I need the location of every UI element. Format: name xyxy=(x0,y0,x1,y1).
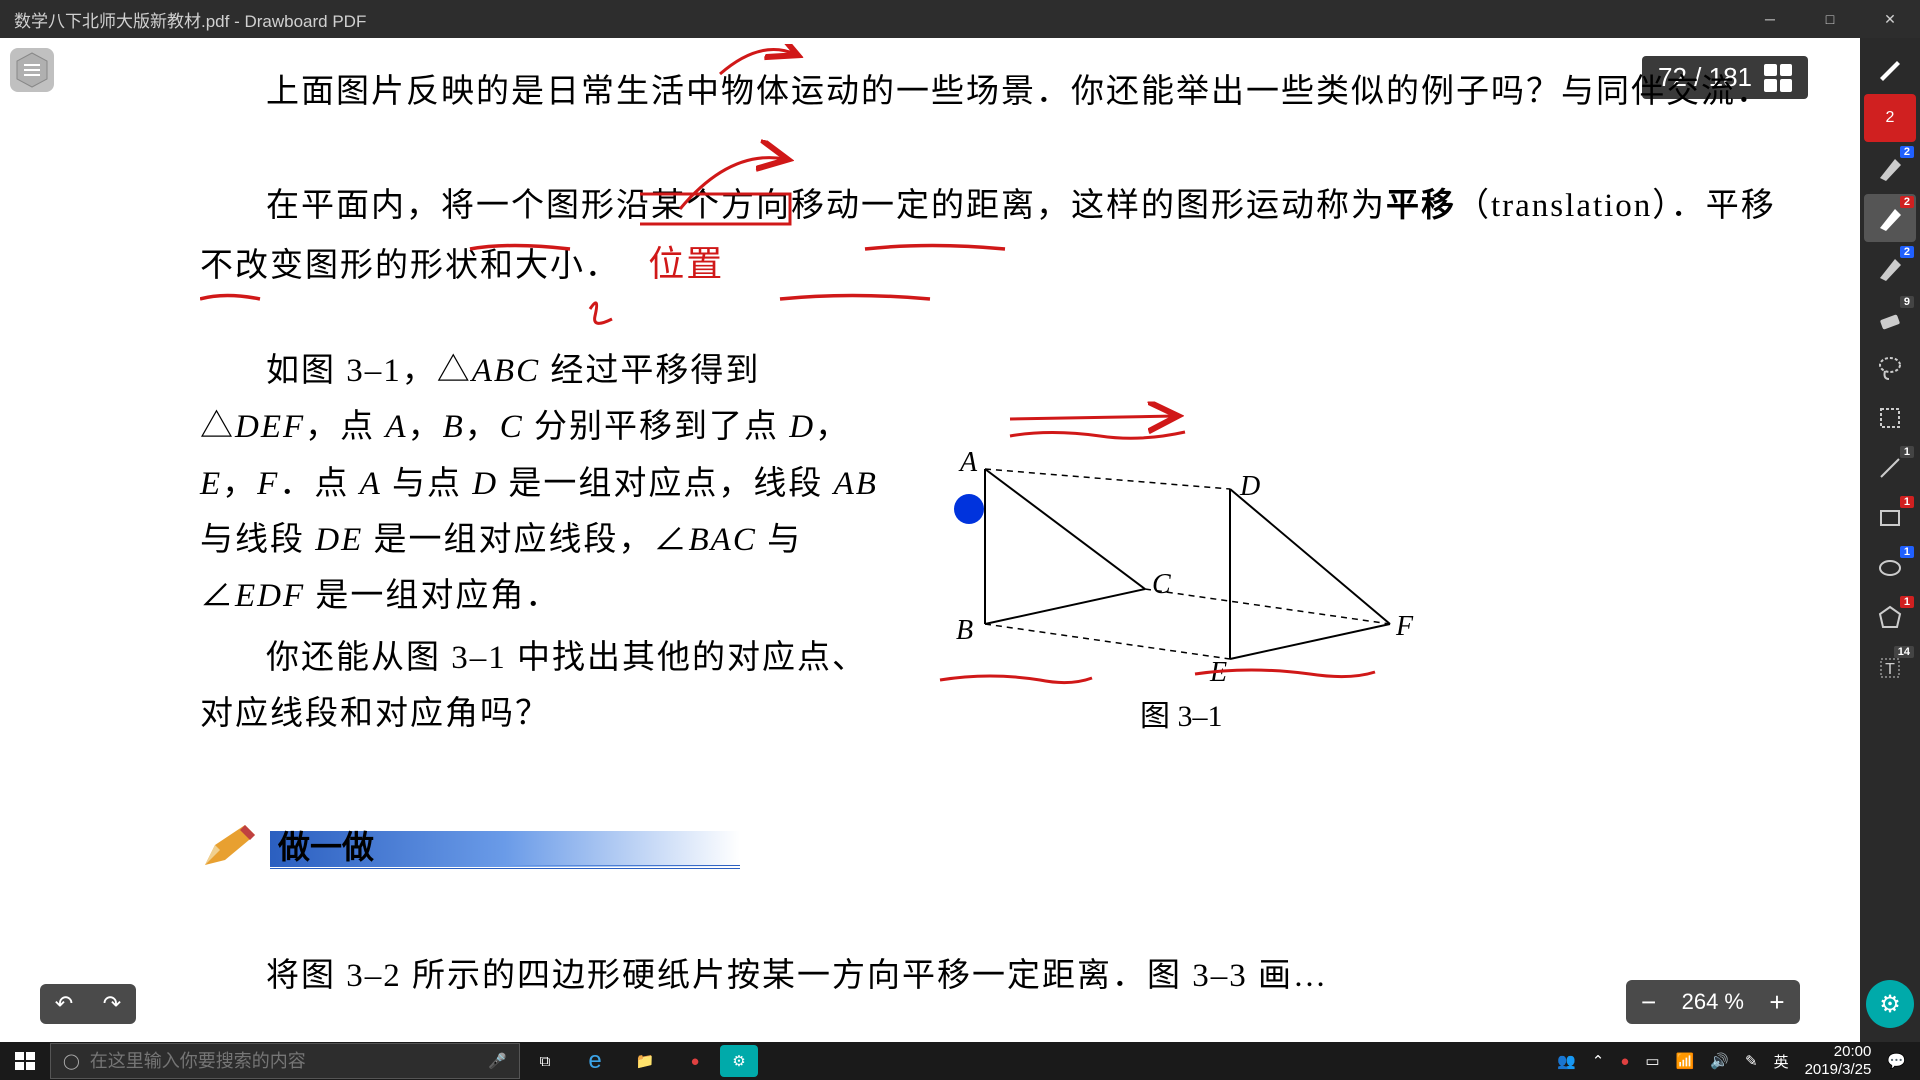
settings-button[interactable]: ⚙ xyxy=(1866,980,1914,1028)
explorer-icon[interactable]: 📁 xyxy=(620,1042,670,1080)
system-tray: 👥 ⌃ ● ▭ 📶 🔊 ✎ 英 20:00 2019/3/25 💬 xyxy=(1557,1043,1920,1079)
ime-indicator[interactable]: 英 xyxy=(1774,1051,1789,1072)
zoom-in-button[interactable]: + xyxy=(1754,980,1800,1024)
app-icon[interactable]: ⚙ xyxy=(720,1045,758,1077)
paragraph-5: 将图 3–2 所示的四边形硬纸片按某一方向平移一定距离．图 3–3 画… xyxy=(200,948,1786,1004)
pen-tray-icon[interactable]: ✎ xyxy=(1745,1052,1758,1070)
maximize-button[interactable]: □ xyxy=(1800,0,1860,38)
task-view-button[interactable]: ⧉ xyxy=(520,1042,570,1080)
section-header: 做一做 xyxy=(200,820,1786,870)
figure-3-1: A B C D E F 图 3–1 xyxy=(950,399,1450,729)
pen-tool-1[interactable] xyxy=(1864,44,1916,92)
paragraph-1: 上面图片反映的是日常生活中物体运动的一些场景．你还能举出一些类似的例子吗？与同伴… xyxy=(200,64,1786,120)
handwritten-note: 位置 xyxy=(648,244,724,284)
menu-button[interactable] xyxy=(10,48,54,92)
pointer-dot xyxy=(954,494,984,524)
record-icon[interactable]: ● xyxy=(670,1042,720,1080)
paragraph-2: 在平面内，将一个图形沿某个方向移动一定的距离，这样的图形运动称为平移（trans… xyxy=(200,178,1786,295)
edge-icon[interactable]: e xyxy=(570,1042,620,1080)
tray-chevron-icon[interactable]: ⌃ xyxy=(1592,1052,1605,1070)
search-box[interactable]: ◯ 🎤 xyxy=(50,1043,520,1079)
rect-tool[interactable]: 1 xyxy=(1864,494,1916,542)
select-tool[interactable] xyxy=(1864,394,1916,442)
polygon-tool[interactable]: 1 xyxy=(1864,594,1916,642)
brush-tool-3[interactable]: 2 xyxy=(1864,244,1916,292)
lasso-tool[interactable] xyxy=(1864,344,1916,392)
tool-sidebar: 2 2 2 2 9 1 1 1 1 T14 ⚙ xyxy=(1860,38,1920,1042)
undo-redo: ↶ ↷ xyxy=(40,984,136,1024)
search-input[interactable] xyxy=(90,1051,479,1072)
title-bar: 数学八下北师大版新教材.pdf - Drawboard PDF ─ □ ✕ xyxy=(0,0,1920,38)
document-area: 72 / 181 上面图片反映的是日常生活中物体运动的一些场景．你还能举出一些类… xyxy=(0,38,1860,1042)
people-icon[interactable]: 👥 xyxy=(1557,1052,1576,1070)
page-content: 上面图片反映的是日常生活中物体运动的一些场景．你还能举出一些类似的例子吗？与同伴… xyxy=(200,44,1786,992)
window-controls: ─ □ ✕ xyxy=(1740,0,1920,38)
notification-icon[interactable]: 💬 xyxy=(1887,1052,1906,1070)
svg-text:T: T xyxy=(1885,661,1895,678)
brush-tool-1[interactable]: 2 xyxy=(1864,144,1916,192)
line-tool[interactable]: 1 xyxy=(1864,444,1916,492)
paragraph-3: 如图 3–1，△ABC 经过平移得到△DEF，点 A，B，C 分别平移到了点 D… xyxy=(200,343,890,623)
brush-tool-2[interactable]: 2 xyxy=(1864,194,1916,242)
ellipse-tool[interactable]: 1 xyxy=(1864,544,1916,592)
pencil-icon xyxy=(200,820,260,870)
zoom-control: − 264 % + xyxy=(1626,980,1800,1024)
mic-icon[interactable]: 🎤 xyxy=(488,1052,507,1070)
zoom-value: 264 % xyxy=(1672,989,1754,1015)
battery-icon[interactable]: ▭ xyxy=(1645,1052,1659,1070)
text-tool[interactable]: T14 xyxy=(1864,644,1916,692)
pen-tool-red[interactable]: 2 xyxy=(1864,94,1916,142)
figure-label: 图 3–1 xyxy=(1140,691,1223,735)
tray-rec-icon[interactable]: ● xyxy=(1620,1053,1629,1070)
volume-icon[interactable]: 🔊 xyxy=(1710,1052,1729,1070)
close-button[interactable]: ✕ xyxy=(1860,0,1920,38)
wifi-icon[interactable]: 📶 xyxy=(1676,1052,1695,1070)
zoom-out-button[interactable]: − xyxy=(1626,980,1672,1024)
cortana-icon: ◯ xyxy=(63,1052,80,1070)
undo-button[interactable]: ↶ xyxy=(40,984,88,1024)
clock[interactable]: 20:00 2019/3/25 xyxy=(1805,1043,1872,1079)
window-title: 数学八下北师大版新教材.pdf - Drawboard PDF xyxy=(0,7,1740,32)
paragraph-4: 你还能从图 3–1 中找出其他的对应点、对应线段和对应角吗？ xyxy=(200,630,890,742)
start-button[interactable] xyxy=(0,1042,50,1080)
redo-button[interactable]: ↷ xyxy=(88,984,136,1024)
eraser-tool[interactable]: 9 xyxy=(1864,294,1916,342)
taskbar: ◯ 🎤 ⧉ e 📁 ● ⚙ 👥 ⌃ ● ▭ 📶 🔊 ✎ 英 20:00 2019… xyxy=(0,1042,1920,1080)
minimize-button[interactable]: ─ xyxy=(1740,0,1800,38)
